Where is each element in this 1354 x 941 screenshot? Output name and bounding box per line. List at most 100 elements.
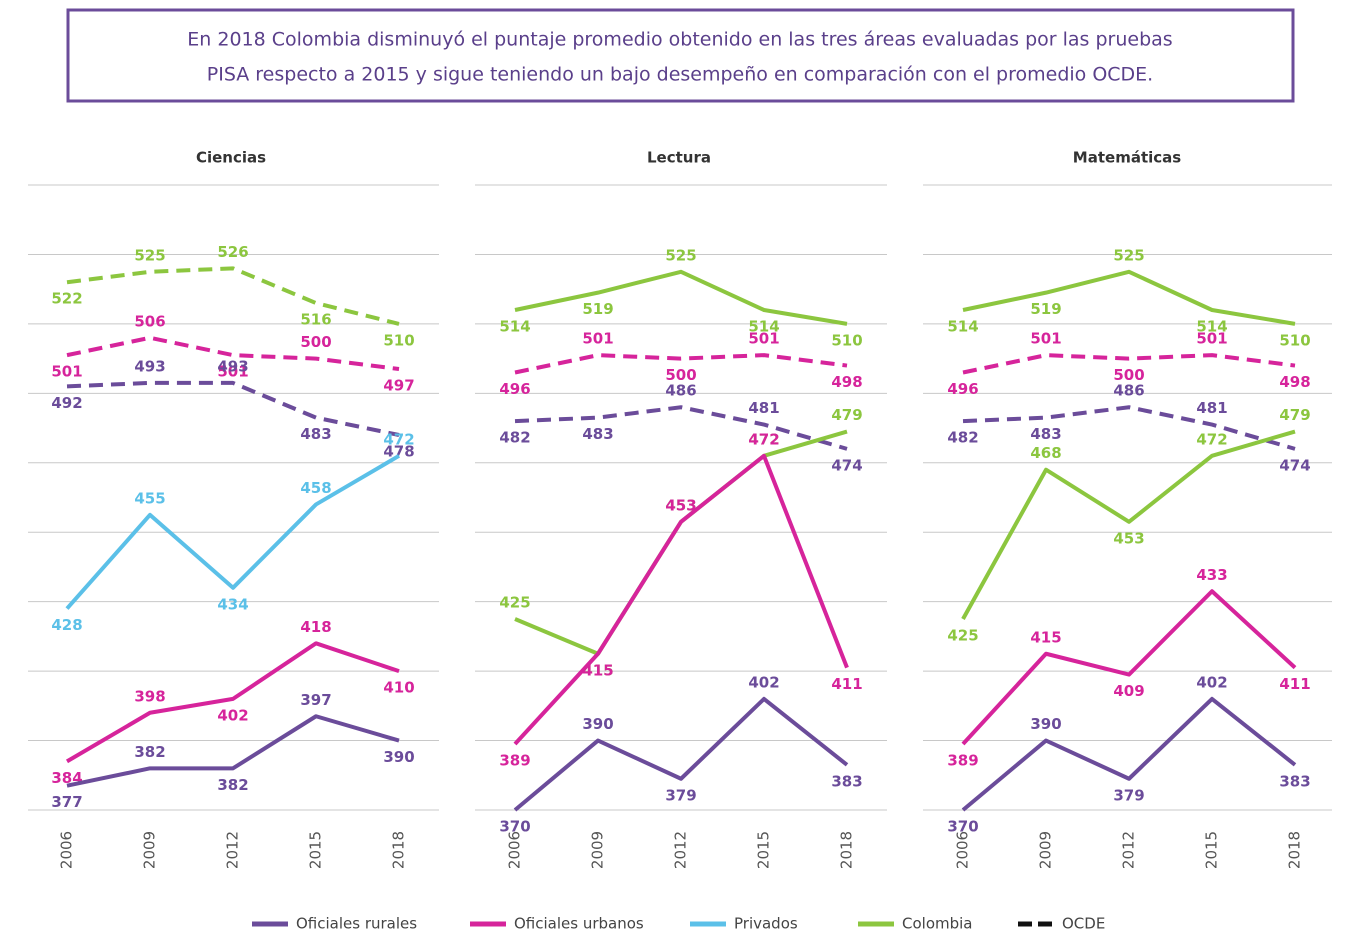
data-label: 481 — [748, 399, 779, 417]
data-label: 525 — [1113, 246, 1144, 264]
line — [962, 353, 1296, 375]
data-label: 474 — [1279, 456, 1310, 474]
data-label: 486 — [665, 382, 696, 400]
data-label: 472 — [748, 430, 779, 448]
x-tick-label: 2018 — [390, 831, 408, 869]
data-label: 479 — [831, 406, 862, 424]
data-label: 398 — [134, 687, 165, 705]
data-label: 492 — [51, 394, 82, 412]
line — [65, 454, 401, 610]
data-label: 402 — [217, 706, 248, 724]
data-label: 500 — [665, 366, 696, 384]
x-tick-label: 2006 — [954, 831, 972, 869]
data-label: 382 — [134, 743, 165, 761]
x-tick-label: 2009 — [141, 831, 159, 869]
data-label: 514 — [947, 318, 978, 336]
legend-label: Oficiales rurales — [296, 915, 417, 933]
x-tick-label: 2009 — [589, 831, 607, 869]
data-label: 411 — [1279, 675, 1310, 693]
data-label: 433 — [1196, 566, 1227, 584]
data-label: 501 — [217, 363, 248, 381]
data-label: 379 — [1113, 786, 1144, 804]
x-tick-label: 2012 — [672, 831, 690, 869]
data-label: 510 — [831, 331, 862, 349]
data-label: 498 — [831, 373, 862, 391]
data-label: 482 — [947, 429, 978, 447]
data-label: 411 — [831, 675, 862, 693]
data-label: 397 — [300, 691, 331, 709]
data-label: 370 — [499, 818, 530, 836]
data-label: 483 — [582, 425, 613, 443]
data-label: 455 — [134, 489, 165, 507]
legend-label: Colombia — [902, 915, 973, 933]
data-label: 481 — [1196, 399, 1227, 417]
data-label: 501 — [582, 330, 613, 348]
line — [66, 714, 400, 788]
data-label: 428 — [51, 616, 82, 634]
data-label: 500 — [300, 333, 331, 351]
line — [513, 453, 849, 746]
data-label: 497 — [383, 377, 414, 395]
line — [514, 405, 848, 451]
data-label: 514 — [1196, 318, 1227, 336]
data-label: 483 — [300, 425, 331, 443]
data-label: 389 — [499, 752, 530, 770]
data-label: 383 — [1279, 772, 1310, 790]
line — [961, 589, 1297, 746]
data-label: 370 — [947, 818, 978, 836]
data-label: 383 — [831, 772, 862, 790]
data-label: 472 — [383, 430, 414, 448]
data-label: 522 — [51, 290, 82, 308]
data-label: 389 — [947, 752, 978, 770]
line — [962, 269, 1296, 326]
data-label: 472 — [1196, 430, 1227, 448]
data-label: 525 — [665, 246, 696, 264]
data-label: 402 — [1196, 673, 1227, 691]
data-label: 516 — [300, 311, 331, 329]
data-label: 479 — [1279, 406, 1310, 424]
data-label: 382 — [217, 776, 248, 794]
x-tick-label: 2006 — [506, 831, 524, 869]
line — [66, 335, 400, 372]
data-label: 482 — [499, 429, 530, 447]
line — [66, 266, 400, 326]
x-tick-label: 2015 — [307, 831, 325, 869]
data-label: 493 — [134, 357, 165, 375]
data-label: 410 — [383, 679, 414, 697]
data-label: 486 — [1113, 382, 1144, 400]
line — [962, 405, 1296, 451]
data-label: 501 — [1030, 330, 1061, 348]
data-label: 526 — [217, 243, 248, 261]
data-label: 510 — [383, 331, 414, 349]
data-label: 415 — [1030, 628, 1061, 646]
x-tick-label: 2009 — [1037, 831, 1055, 869]
data-label: 453 — [1113, 529, 1144, 547]
data-label: 402 — [748, 673, 779, 691]
data-label: 472 — [748, 430, 779, 448]
data-label: 514 — [748, 318, 779, 336]
data-label: 525 — [134, 246, 165, 264]
x-tick-label: 2018 — [838, 831, 856, 869]
data-label: 390 — [1030, 715, 1061, 733]
data-label: 409 — [1113, 682, 1144, 700]
line — [961, 696, 1297, 812]
line — [514, 353, 848, 375]
data-label: 390 — [383, 748, 414, 766]
data-label: 425 — [947, 627, 978, 645]
header-box — [66, 8, 1295, 103]
line — [513, 696, 849, 812]
x-tick-label: 2018 — [1286, 831, 1304, 869]
data-label: 501 — [1196, 330, 1227, 348]
data-label: 434 — [217, 595, 248, 613]
line — [514, 269, 848, 326]
data-label: 496 — [499, 380, 530, 398]
x-tick-label: 2015 — [755, 831, 773, 869]
data-label: 478 — [383, 443, 414, 461]
data-label: 498 — [1279, 373, 1310, 391]
header-line: En 2018 Colombia disminuyó el puntaje pr… — [187, 29, 1172, 51]
data-label: 510 — [1279, 331, 1310, 349]
data-label: 415 — [582, 661, 613, 679]
line — [961, 429, 1296, 620]
data-label: 377 — [51, 793, 82, 811]
legend-label: Privados — [734, 915, 798, 933]
